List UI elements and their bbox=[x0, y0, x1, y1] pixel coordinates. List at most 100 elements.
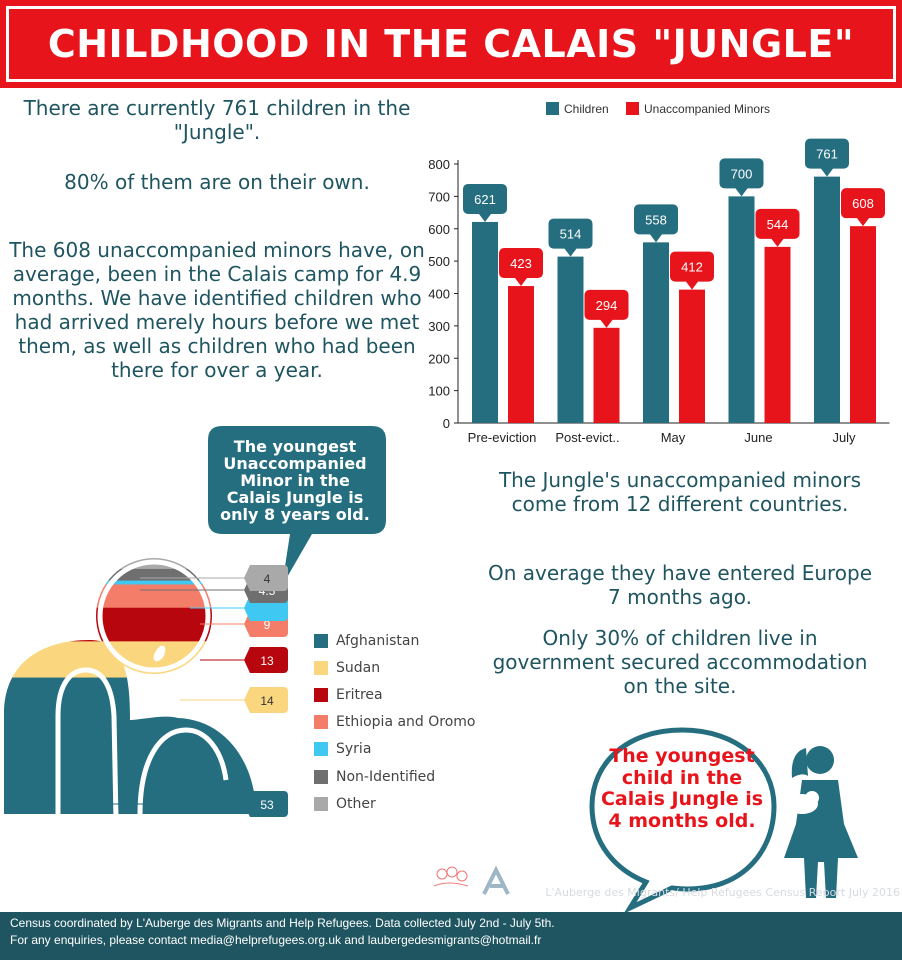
legend-item-6: Other bbox=[314, 790, 476, 817]
x-tick-label: May bbox=[661, 430, 686, 445]
bar-1-3 bbox=[764, 246, 791, 423]
bar-0-4 bbox=[814, 176, 840, 423]
unaccompanied-duration-text: The 608 unaccompanied minors have, on av… bbox=[9, 238, 425, 382]
data-label: 621 bbox=[474, 192, 496, 207]
data-label: 544 bbox=[767, 217, 789, 232]
bar-1-1 bbox=[593, 327, 620, 423]
y-tick-label: 600 bbox=[428, 222, 450, 237]
data-label-bubble bbox=[584, 289, 629, 328]
youngest-minor-text: The youngest Unaccompanied Minor in the … bbox=[220, 437, 370, 524]
data-label: 423 bbox=[510, 256, 532, 271]
legend-label: Other bbox=[336, 795, 376, 812]
data-label-bubble bbox=[670, 251, 714, 290]
mother-baby-icon bbox=[784, 746, 858, 898]
y-tick-label: 0 bbox=[443, 416, 450, 431]
data-label: 608 bbox=[852, 196, 874, 211]
y-tick-label: 300 bbox=[428, 319, 450, 334]
data-label: 558 bbox=[645, 212, 667, 227]
bar-0-2 bbox=[643, 242, 669, 423]
data-label: 294 bbox=[596, 298, 618, 313]
auberge-logo bbox=[482, 865, 510, 895]
legend-label-1: Unaccompanied Minors bbox=[644, 102, 770, 116]
x-tick-label: July bbox=[832, 430, 856, 445]
legend-swatch bbox=[314, 742, 328, 757]
legend-item-3: Ethiopia and Oromo bbox=[314, 709, 476, 736]
data-label-bubble bbox=[463, 183, 507, 222]
legend-label: Syria bbox=[336, 741, 372, 758]
legend-item-2: Eritrea bbox=[314, 681, 476, 708]
youngest-child-text: The youngest child in the Calais Jungle … bbox=[600, 745, 764, 832]
alone-percentage-text: 80% of them are on their own. bbox=[64, 170, 370, 194]
legend-label: Ethiopia and Oromo bbox=[336, 714, 476, 731]
callout-value-6: 4 bbox=[264, 572, 271, 586]
nationality-legend: Afghanistan Sudan Eritrea Ethiopia and Orom… bbox=[314, 627, 476, 817]
legend-label: Non-Identified bbox=[336, 768, 436, 785]
data-label-bubble bbox=[841, 188, 885, 227]
legend-label-0: Children bbox=[564, 102, 609, 116]
data-label-bubble bbox=[719, 158, 764, 197]
callout-tag-2 bbox=[244, 647, 288, 673]
data-label-bubble bbox=[548, 218, 593, 257]
footer-credit: Census coordinated by L'Auberge des Migr… bbox=[10, 916, 555, 930]
data-label-bubble bbox=[805, 138, 849, 177]
bar-1-2 bbox=[679, 289, 705, 423]
stack-band-6 bbox=[4, 558, 256, 569]
figure-outline bbox=[55, 559, 211, 821]
speech-bubble bbox=[208, 426, 386, 586]
bar-0-3 bbox=[728, 196, 755, 423]
x-tick-label: Post-evict.. bbox=[555, 430, 619, 445]
data-label-bubble bbox=[499, 248, 543, 287]
accommodation-text: Only 30% of children live in government … bbox=[492, 626, 868, 698]
legend-swatch-1 bbox=[626, 102, 639, 115]
bar-0-0 bbox=[472, 221, 498, 423]
data-label-bubble bbox=[634, 204, 678, 243]
legend-swatch bbox=[314, 633, 328, 648]
watermark-text: L'Auberge des Migrants/ Help Refugees Ce… bbox=[545, 886, 900, 899]
legend-swatch bbox=[314, 715, 328, 730]
legend-swatch bbox=[314, 769, 328, 784]
stack-band-4 bbox=[4, 579, 256, 585]
legend-item-0: Afghanistan bbox=[314, 627, 476, 654]
children-bar-chart: Children Unaccompanied Minors 0 100 200 300 40… bbox=[428, 102, 890, 445]
title-frame: CHILDHOOD IN THE CALAIS "JUNGLE" bbox=[6, 6, 896, 82]
children-count-text: There are currently 761 children in the … bbox=[23, 96, 411, 144]
y-tick-label: 400 bbox=[428, 287, 450, 302]
callout-value-1: 14 bbox=[260, 694, 274, 708]
legend-swatch bbox=[314, 687, 328, 702]
mother-illustration bbox=[589, 727, 858, 914]
europe-entry-text: On average they have entered Europe 7 mo… bbox=[487, 561, 873, 609]
callout-tag-0 bbox=[244, 791, 288, 817]
bar-1-0 bbox=[508, 286, 534, 423]
footer: Census coordinated by L'Auberge des Migr… bbox=[0, 912, 902, 960]
footer-contact: For any enquiries, please contact media@… bbox=[10, 933, 542, 947]
callout-value-0: 53 bbox=[260, 798, 274, 812]
legend-item-5: Non-Identified bbox=[314, 763, 476, 790]
red-bubble-outline bbox=[589, 727, 777, 914]
bar-0-1 bbox=[557, 256, 584, 423]
title-banner: CHILDHOOD IN THE CALAIS "JUNGLE" bbox=[0, 0, 902, 88]
callout-value-3: 9 bbox=[264, 618, 271, 632]
y-tick-label: 800 bbox=[428, 157, 450, 172]
data-label: 412 bbox=[681, 260, 703, 275]
tear-icon bbox=[153, 645, 166, 662]
countries-text: The Jungle's unaccompanied minors come f… bbox=[498, 468, 862, 516]
callout-tag-1 bbox=[244, 687, 288, 713]
partner-logos bbox=[433, 865, 510, 895]
legend-label: Sudan bbox=[336, 659, 381, 676]
figure-inner-outline bbox=[137, 727, 229, 815]
page-title: CHILDHOOD IN THE CALAIS "JUNGLE" bbox=[47, 22, 855, 66]
legend-swatch bbox=[314, 796, 328, 811]
bar-1-4 bbox=[850, 226, 876, 423]
data-label: 761 bbox=[816, 147, 838, 162]
y-tick-label: 500 bbox=[428, 254, 450, 269]
data-label-bubble bbox=[755, 208, 800, 247]
data-label: 514 bbox=[560, 227, 582, 242]
callout-tag-6 bbox=[244, 565, 288, 591]
legend-item-1: Sudan bbox=[314, 654, 476, 681]
y-tick-label: 100 bbox=[428, 384, 450, 399]
x-tick-label: Pre-eviction bbox=[468, 430, 537, 445]
y-tick-label: 700 bbox=[428, 189, 450, 204]
legend-swatch bbox=[314, 660, 328, 675]
